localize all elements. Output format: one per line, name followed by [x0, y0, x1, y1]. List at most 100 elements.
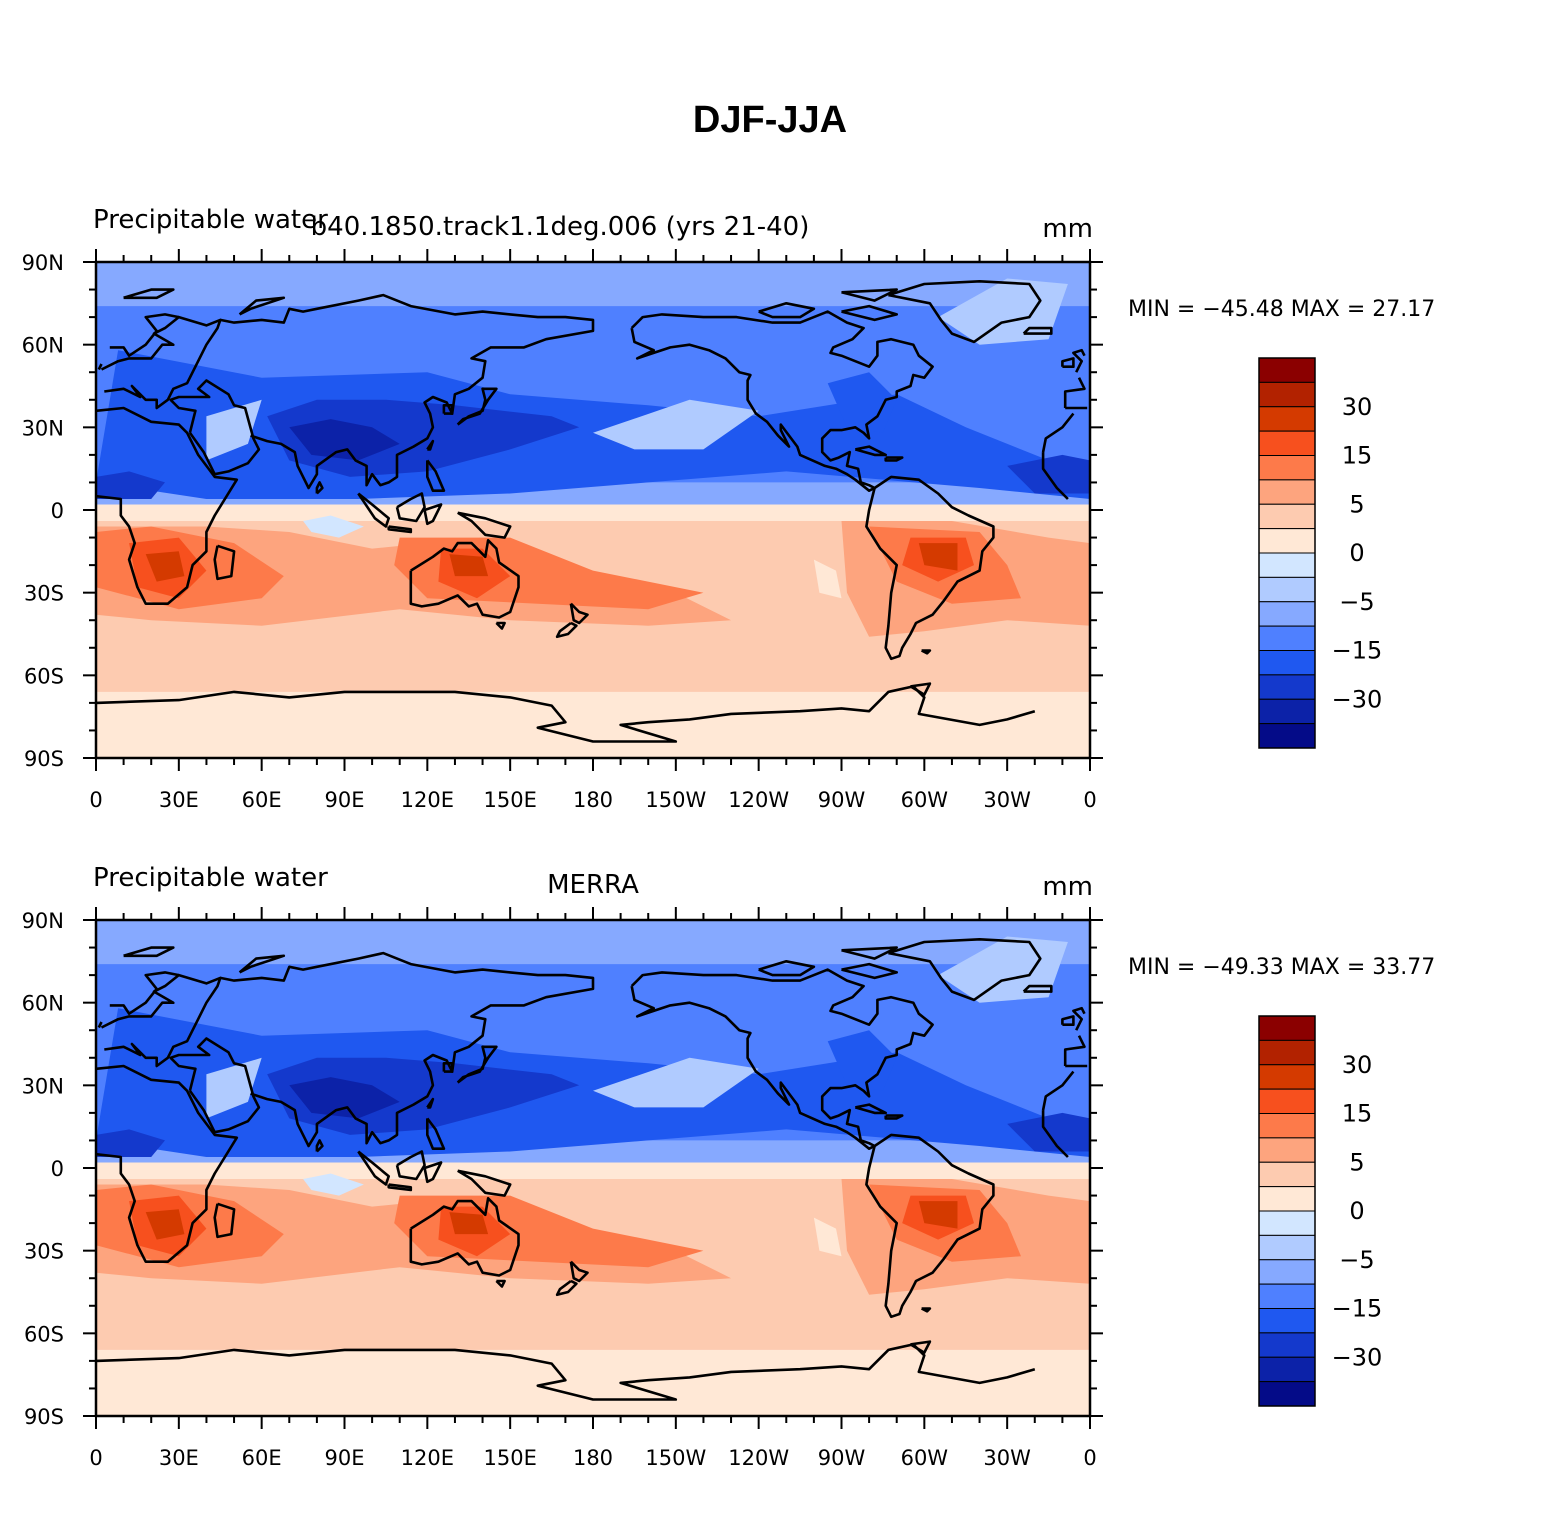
- coastline: [357, 1150, 390, 1186]
- min-max-stats: MIN = −45.48 MAX = 27.17: [1128, 297, 1435, 322]
- contour-region: [813, 1217, 842, 1257]
- coastline: [758, 302, 816, 319]
- coastline: [100, 315, 1088, 410]
- contour-region: [145, 1209, 185, 1240]
- x-tick-label: 180: [573, 788, 613, 812]
- coastline: [884, 456, 904, 462]
- y-tick-label: 30N: [22, 416, 64, 440]
- x-tick-label: 30W: [983, 1446, 1031, 1470]
- x-tick-label: 120W: [728, 788, 789, 812]
- x-tick-label: 150E: [483, 1446, 536, 1470]
- colorbar-swatch: [1258, 381, 1316, 408]
- panel-1: 0 30E 60E 90E 120E 150E 180 150W 120W 90W 60W 30W 0 9…: [22, 205, 1436, 812]
- contour-region: [593, 1057, 759, 1108]
- coastline: [426, 459, 446, 492]
- panel-2: 0 30E 60E 90E 120E 150E 180 150W 120W 90W 60W 30W 0 9…: [22, 863, 1436, 1470]
- contour-region: [303, 1173, 364, 1196]
- colorbar-swatch: [1258, 430, 1316, 456]
- x-tick-label: 150E: [483, 788, 536, 812]
- y-tick-label: 30N: [22, 1074, 64, 1098]
- coastline: [169, 379, 261, 476]
- colorbar-label: 0: [1349, 539, 1364, 567]
- x-tick-label: 120E: [401, 788, 454, 812]
- coastline: [395, 1150, 426, 1181]
- colorbar: 30 15 5 0 −5 −15 −30: [1258, 357, 1383, 749]
- colorbar-swatch: [1258, 1259, 1316, 1285]
- colorbar-label: −30: [1332, 685, 1383, 713]
- colorbar-label: 15: [1342, 442, 1373, 470]
- contour-region: [96, 1349, 1090, 1416]
- contour-region: [449, 554, 489, 577]
- contour-region: [96, 1129, 165, 1157]
- colorbar-label: −15: [1332, 637, 1383, 665]
- coastline: [456, 1045, 498, 1084]
- coastline: [426, 1117, 446, 1150]
- y-tick-label: 60N: [22, 334, 64, 358]
- coastlines: [96, 938, 1088, 1401]
- x-tick-label: 150W: [645, 788, 706, 812]
- coastline: [96, 406, 1075, 605]
- colorbar-swatch: [1258, 723, 1316, 749]
- coastline: [495, 621, 506, 630]
- x-tick-label: 120E: [401, 1446, 454, 1470]
- tick-marks: [83, 907, 1103, 1429]
- coastline: [457, 511, 512, 539]
- x-tick-label: 90W: [818, 788, 866, 812]
- contour-region: [593, 399, 759, 450]
- coastline: [423, 1161, 443, 1184]
- coastline: [238, 954, 286, 974]
- colorbar-label: 5: [1349, 490, 1364, 518]
- y-tick-label: 0: [51, 499, 64, 523]
- y-tick-label: 0: [51, 1157, 64, 1181]
- y-tick-label: 60S: [24, 1322, 64, 1346]
- coastline: [1061, 1015, 1075, 1026]
- contour-region: [289, 419, 400, 461]
- contour-region: [303, 515, 364, 538]
- coastline: [841, 946, 898, 960]
- contour-region: [96, 1162, 1090, 1179]
- coastline: [630, 968, 934, 1150]
- colorbar-label: 0: [1349, 1197, 1364, 1225]
- min-max-stats: MIN = −49.33 MAX = 33.77: [1128, 955, 1435, 980]
- colorbar: 30 15 5 0 −5 −15 −30: [1258, 1015, 1383, 1407]
- coastline: [495, 1279, 506, 1288]
- coastline: [841, 288, 898, 302]
- x-tick-label: 180: [573, 1446, 613, 1470]
- coastline: [213, 1202, 236, 1239]
- panel-left-label: Precipitable water: [93, 863, 328, 893]
- colorbar-label: −15: [1332, 1295, 1383, 1323]
- colorbar-swatch: [1258, 357, 1316, 383]
- coastline: [555, 1279, 578, 1297]
- colorbar-swatch: [1258, 1283, 1316, 1309]
- coastline: [169, 1037, 261, 1134]
- coastline: [357, 492, 390, 528]
- y-tick-label: 90S: [24, 747, 64, 771]
- colorbar-swatch: [1258, 1234, 1316, 1261]
- colorbar-swatch: [1258, 1088, 1316, 1114]
- coastline: [555, 621, 578, 639]
- colorbar-swatch: [1258, 552, 1316, 578]
- y-tick-label: 60S: [24, 664, 64, 688]
- coastline: [315, 1139, 324, 1153]
- contour-region: [96, 691, 1090, 758]
- colorbar-label: −5: [1339, 1246, 1374, 1274]
- colorbar-swatch: [1258, 1015, 1316, 1041]
- panel-units-label: mm: [1042, 872, 1093, 902]
- panel-left-label: Precipitable water: [93, 205, 328, 235]
- coastline: [109, 971, 180, 1015]
- y-tick-label: 60N: [22, 992, 64, 1016]
- colorbar-swatch: [1258, 1137, 1316, 1163]
- coastline: [123, 288, 175, 300]
- panel-center-label: b40.1850.track1.1deg.006 (yrs 21-40): [311, 212, 810, 242]
- x-tick-label: 90E: [325, 788, 365, 812]
- colorbar-swatch: [1258, 1356, 1316, 1383]
- coastline: [758, 960, 816, 977]
- colorbar-swatch: [1258, 1210, 1316, 1236]
- colorbar-label: 15: [1342, 1100, 1373, 1128]
- colorbar-swatch: [1258, 1064, 1316, 1090]
- coastline: [426, 439, 435, 451]
- colorbar-swatch: [1258, 625, 1316, 651]
- panel-center-label: MERRA: [547, 870, 639, 900]
- coastline: [884, 1114, 904, 1120]
